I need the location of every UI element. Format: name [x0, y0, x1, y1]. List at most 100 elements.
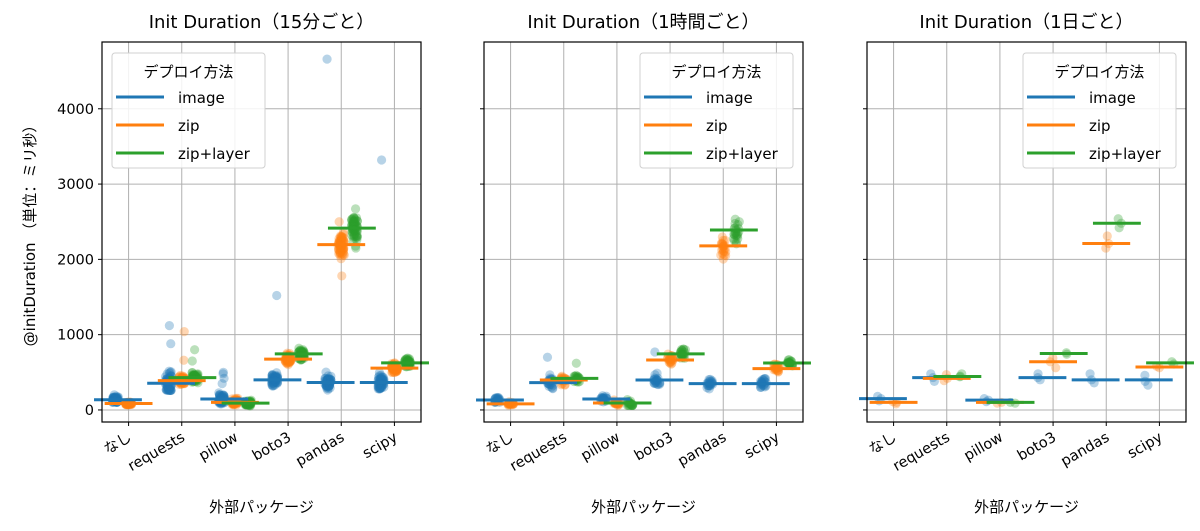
data-point [339, 233, 349, 243]
data-point [376, 370, 386, 380]
legend-label: image [1089, 89, 1136, 107]
x-tick-label: scipy [360, 429, 401, 462]
data-point [337, 233, 347, 244]
data-point [720, 235, 730, 245]
x-axis-label: 外部パッケージ [209, 498, 314, 516]
data-point [375, 383, 385, 393]
data-point [731, 231, 741, 241]
data-point [352, 216, 362, 226]
x-tick-label: pillow [579, 430, 624, 465]
data-point [349, 213, 359, 223]
data-point [334, 234, 344, 244]
y-axis-label: @initDuration （単位：ミリ秒） [21, 118, 39, 347]
data-point [349, 218, 359, 228]
x-axis-label: 外部パッケージ [974, 498, 1079, 516]
data-point [338, 245, 349, 255]
data-point [179, 327, 189, 337]
data-point [352, 232, 362, 242]
data-point [729, 236, 740, 246]
data-point [733, 219, 743, 230]
legend-label: image [178, 89, 225, 107]
data-point [320, 373, 331, 384]
data-point [335, 250, 345, 260]
data-point [1113, 214, 1123, 224]
data-point [164, 321, 174, 331]
data-point [352, 216, 362, 226]
data-point [352, 232, 362, 242]
data-point [351, 232, 361, 242]
data-point [347, 216, 357, 226]
x-tick-label: なし [866, 429, 900, 458]
data-point [336, 231, 347, 242]
data-point [402, 354, 412, 364]
data-point [389, 367, 399, 377]
data-point [375, 383, 385, 393]
data-point [375, 383, 385, 394]
data-point [717, 232, 727, 242]
data-point [162, 384, 172, 394]
data-point [272, 290, 282, 301]
data-point [337, 250, 347, 261]
data-point [377, 372, 388, 383]
data-point [322, 383, 332, 393]
data-point [336, 235, 346, 245]
data-point [338, 236, 348, 246]
data-point [334, 236, 344, 246]
data-point [267, 380, 277, 390]
data-point [187, 356, 197, 366]
data-point [652, 368, 662, 378]
data-point [163, 384, 173, 395]
data-point [164, 366, 174, 376]
data-point [268, 371, 278, 381]
data-point [337, 271, 347, 281]
data-point [350, 218, 360, 228]
legend-label: zip+layer [1089, 145, 1162, 163]
data-point [218, 367, 228, 377]
x-tick-label: pillow [962, 430, 1007, 465]
data-point [267, 370, 277, 380]
data-point [267, 369, 277, 380]
data-point [718, 235, 728, 245]
axes-frame [483, 41, 804, 423]
data-point [729, 229, 739, 240]
data-point [717, 245, 727, 255]
data-point [348, 219, 358, 229]
data-point [351, 213, 362, 223]
data-point [337, 232, 347, 242]
legend-label: zip [178, 117, 200, 135]
data-point [349, 232, 360, 242]
data-point [215, 390, 225, 400]
data-point [339, 244, 349, 254]
data-point [403, 353, 413, 363]
data-point [375, 383, 385, 393]
data-point [730, 214, 740, 224]
data-point [337, 249, 347, 259]
data-point [720, 251, 731, 261]
data-point [163, 383, 173, 393]
data-point [336, 254, 346, 264]
data-point [214, 388, 224, 398]
data-point [338, 244, 348, 254]
axes-frame [866, 41, 1187, 423]
data-point [387, 367, 398, 377]
data-point [268, 381, 278, 391]
data-point [163, 385, 174, 395]
data-point [400, 354, 411, 364]
data-point [733, 231, 743, 241]
data-point [166, 385, 176, 395]
legend: デプロイ方法 image zip zip+layer [1022, 52, 1177, 169]
legend-title: デプロイ方法 [143, 63, 233, 81]
legend-label: image [706, 89, 753, 107]
data-point [165, 385, 175, 395]
data-point [542, 352, 553, 362]
data-point [387, 367, 397, 378]
data-point [336, 232, 346, 242]
data-point [219, 373, 229, 383]
data-point [716, 250, 726, 260]
data-point [757, 375, 767, 385]
data-point [350, 216, 360, 226]
legend-box [111, 52, 266, 169]
data-point [760, 374, 771, 384]
